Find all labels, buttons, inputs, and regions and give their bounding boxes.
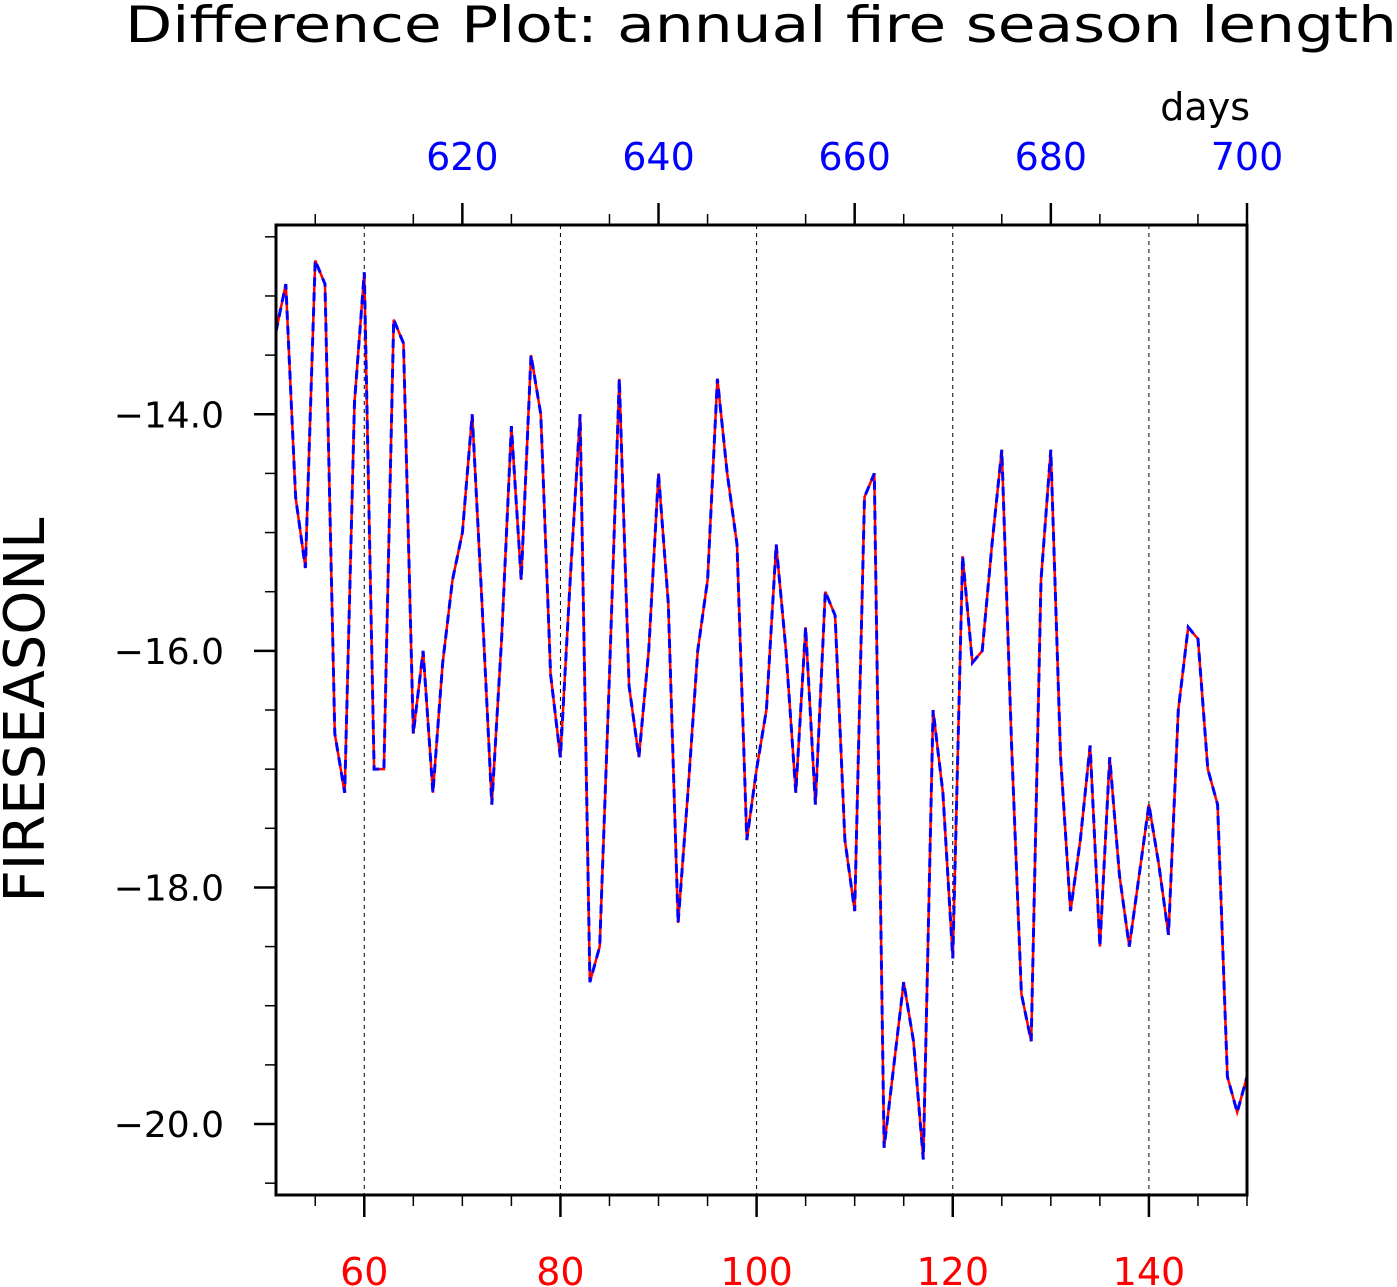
x-bottom-tick-label-4: 140 — [1113, 1250, 1186, 1287]
x-bottom-tick-label-1: 80 — [536, 1250, 584, 1287]
chart-title: Difference Plot: annual fire season leng… — [125, 0, 1397, 54]
x-bottom-tick-label-2: 100 — [720, 1250, 793, 1287]
y-axis-label: FIRESEASONL — [0, 518, 58, 903]
y-tick-label-1: −16.0 — [114, 632, 224, 673]
series-line-red — [274, 260, 1249, 1160]
x-top-tick-label-3: 680 — [1015, 135, 1088, 179]
tick-labels: −14.0 −16.0 −18.0 −20.0 60 80 100 120 140 620 640 6… — [114, 135, 1284, 1287]
plot-frame — [274, 223, 1249, 1197]
y-tick-label-2: −18.0 — [114, 868, 224, 909]
x-top-tick-label-0: 620 — [426, 135, 499, 179]
y-tick-label-3: −20.0 — [114, 1105, 224, 1146]
x-bottom-tick-label-0: 60 — [340, 1250, 388, 1287]
axes — [254, 203, 1249, 1217]
grid-lines — [363, 225, 1150, 1195]
x-top-tick-label-1: 640 — [622, 135, 695, 179]
units-label: days — [1160, 85, 1250, 129]
y-tick-label-0: −14.0 — [114, 395, 224, 436]
series-line-blue-dashed — [274, 259, 1249, 1160]
series-lines — [274, 259, 1249, 1160]
x-top-tick-label-4: 700 — [1211, 135, 1284, 179]
x-top-tick-label-2: 660 — [818, 135, 891, 179]
x-bottom-tick-label-3: 120 — [916, 1250, 989, 1287]
